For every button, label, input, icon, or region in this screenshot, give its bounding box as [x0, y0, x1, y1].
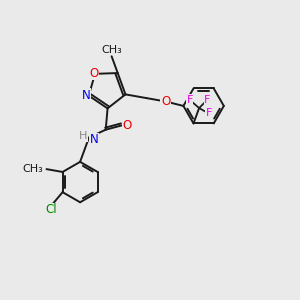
Text: CH₃: CH₃: [22, 164, 43, 174]
Text: F: F: [186, 95, 193, 105]
Text: Cl: Cl: [45, 203, 57, 216]
Text: H: H: [79, 131, 88, 141]
Text: O: O: [161, 95, 170, 108]
Text: N: N: [90, 134, 99, 146]
Text: O: O: [122, 119, 131, 132]
Text: F: F: [204, 95, 211, 105]
Text: N: N: [82, 89, 91, 102]
Text: CH₃: CH₃: [101, 45, 122, 55]
Text: F: F: [206, 108, 212, 118]
Text: O: O: [89, 67, 98, 80]
